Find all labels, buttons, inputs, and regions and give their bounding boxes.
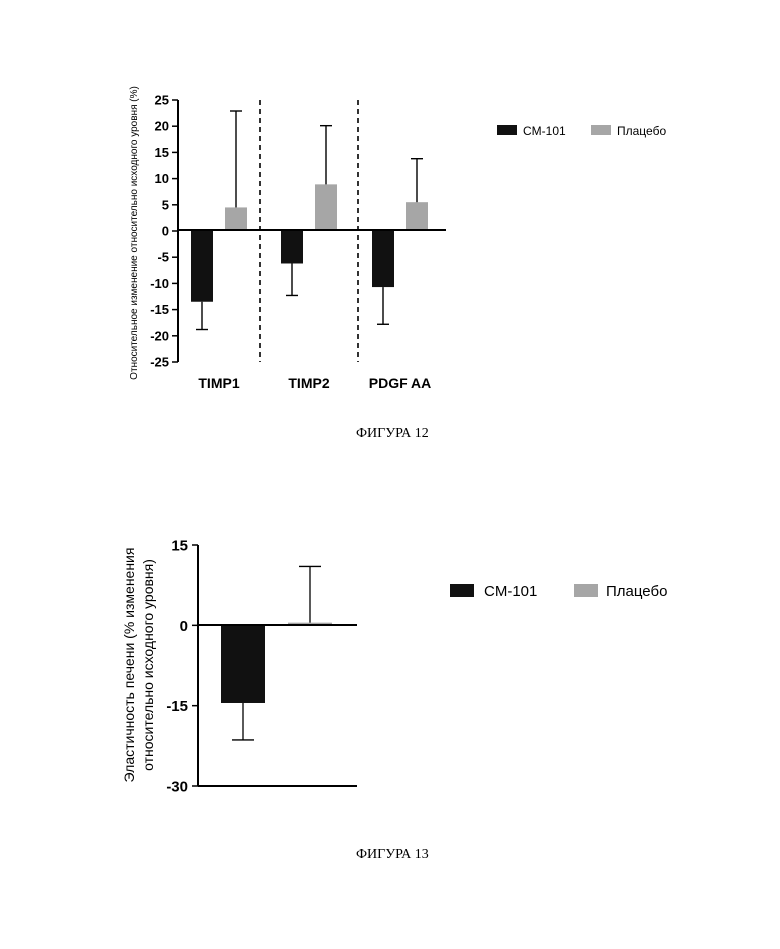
- fig12-y-tick-label: -10: [150, 276, 169, 291]
- fig12-y-tick-label: -5: [157, 250, 169, 265]
- fig13-legend-label-cm101: CM-101: [484, 583, 537, 600]
- fig12-bar-cm101: [372, 231, 394, 287]
- fig12-legend-label-placebo: Плацебо: [617, 124, 666, 138]
- fig12-y-tick-label: 15: [155, 145, 169, 160]
- fig12-bar-cm101: [191, 231, 213, 302]
- fig12-category-label: PDGF AA: [369, 375, 431, 391]
- fig12-legend: CM-101 Плацебо: [497, 124, 666, 138]
- fig13-bars: [221, 623, 332, 703]
- fig12-legend-swatch-cm101: [497, 125, 517, 135]
- fig12-y-tick-label: -15: [150, 302, 169, 317]
- figure-13-caption: ФИГУРА 13: [356, 847, 429, 863]
- fig13-bar-cm101: [221, 625, 265, 703]
- fig13-y-ticks: 15 0 -15 -30: [166, 538, 198, 796]
- fig12-category-label: TIMP2: [288, 375, 329, 391]
- fig13-legend-swatch-cm101: [450, 584, 474, 597]
- fig12-y-ticks: 25 20 15 10 5 0 -5 -10 -15 -20 -25: [150, 93, 178, 370]
- fig13-legend: CM-101 Плацебо: [450, 583, 667, 600]
- fig13-y-axis-label-line2: относительно исходного уровня): [140, 559, 156, 771]
- fig13-y-tick-label: 0: [180, 618, 188, 635]
- fig13-y-tick-label: -15: [166, 698, 188, 715]
- fig12-y-tick-label: 0: [162, 224, 169, 239]
- figure-12-chart: Относительное изменение относительно исх…: [129, 86, 666, 391]
- fig12-legend-label-cm101: CM-101: [523, 124, 566, 138]
- fig12-y-tick-label: 20: [155, 119, 169, 134]
- fig12-y-axis-label: Относительное изменение относительно исх…: [129, 86, 140, 380]
- fig12-bars: [191, 184, 428, 301]
- fig12-y-tick-label: 25: [155, 93, 169, 108]
- figure-13-chart: Эластичность печени (% изменения относит…: [121, 538, 667, 796]
- fig13-y-axis-label-line1: Эластичность печени (% изменения: [121, 548, 137, 783]
- fig13-legend-swatch-placebo: [574, 584, 598, 597]
- fig12-category-label: TIMP1: [198, 375, 239, 391]
- fig12-legend-swatch-placebo: [591, 125, 611, 135]
- fig12-y-tick-label: 5: [162, 197, 169, 212]
- figure-12-caption: ФИГУРА 12: [356, 426, 429, 442]
- fig12-bar-cm101: [281, 231, 303, 263]
- fig12-bar-placebo: [406, 202, 428, 231]
- fig13-legend-label-placebo: Плацебо: [606, 583, 667, 600]
- fig13-y-tick-label: -30: [166, 779, 188, 796]
- fig12-y-tick-label: 10: [155, 171, 169, 186]
- fig12-y-tick-label: -20: [150, 328, 169, 343]
- fig12-category-labels: TIMP1 TIMP2 PDGF AA: [198, 375, 431, 391]
- fig13-y-tick-label: 15: [171, 538, 188, 555]
- fig12-bar-placebo: [315, 184, 337, 231]
- fig12-y-tick-label: -25: [150, 355, 169, 370]
- fig12-bar-placebo: [225, 207, 247, 231]
